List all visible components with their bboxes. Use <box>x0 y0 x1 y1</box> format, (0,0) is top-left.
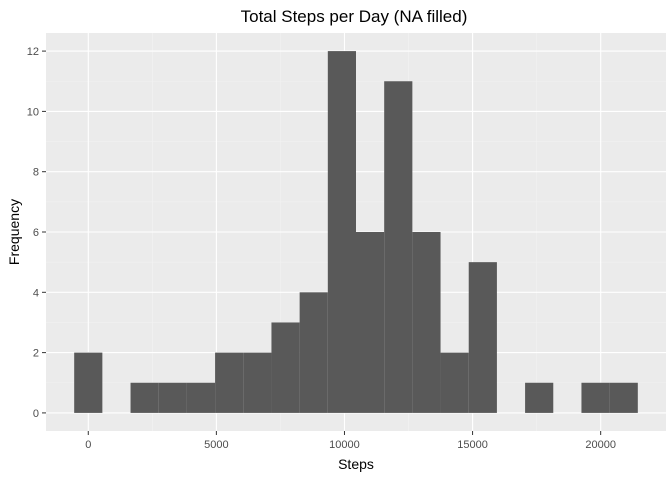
x-tick-label: 10000 <box>329 439 360 451</box>
histogram-bar-19 <box>609 382 638 413</box>
x-axis-title: Steps <box>338 456 374 472</box>
y-tick-label: 12 <box>27 46 39 58</box>
y-tick-label: 0 <box>33 408 39 420</box>
histogram-bar-13 <box>440 352 469 413</box>
histogram-bar-2 <box>130 382 159 413</box>
histogram-bar-16 <box>525 382 554 413</box>
y-tick-label: 8 <box>33 167 39 179</box>
y-tick-label: 4 <box>33 287 39 299</box>
y-tick-label: 2 <box>33 348 39 360</box>
x-axis: 0 5000 10000 15000 20000 <box>85 431 616 451</box>
y-tick-label: 10 <box>27 106 39 118</box>
histogram-bar-18 <box>581 382 610 413</box>
histogram-bar-3 <box>158 382 187 413</box>
histogram-bar-10 <box>356 232 385 413</box>
x-tick-label: 0 <box>85 439 91 451</box>
histogram-bar-5 <box>215 352 244 413</box>
chart-title: Total Steps per Day (NA filled) <box>241 7 468 26</box>
x-tick-label: 15000 <box>457 439 488 451</box>
y-axis-title: Frequency <box>6 199 22 265</box>
histogram-bar-11 <box>384 81 413 413</box>
histogram-bar-0 <box>74 352 103 413</box>
histogram-bar-7 <box>271 322 300 413</box>
histogram-bar-6 <box>243 352 272 413</box>
x-tick-label: 20000 <box>585 439 616 451</box>
y-axis: 0 2 4 6 8 10 12 <box>27 46 46 420</box>
histogram-bar-12 <box>412 232 441 413</box>
histogram-bar-4 <box>186 382 216 413</box>
histogram-bar-8 <box>299 292 328 413</box>
histogram-bar-9 <box>327 51 356 413</box>
histogram-bar-14 <box>468 262 497 413</box>
bars <box>74 51 638 413</box>
y-tick-label: 6 <box>33 227 39 239</box>
x-tick-label: 5000 <box>204 439 228 451</box>
